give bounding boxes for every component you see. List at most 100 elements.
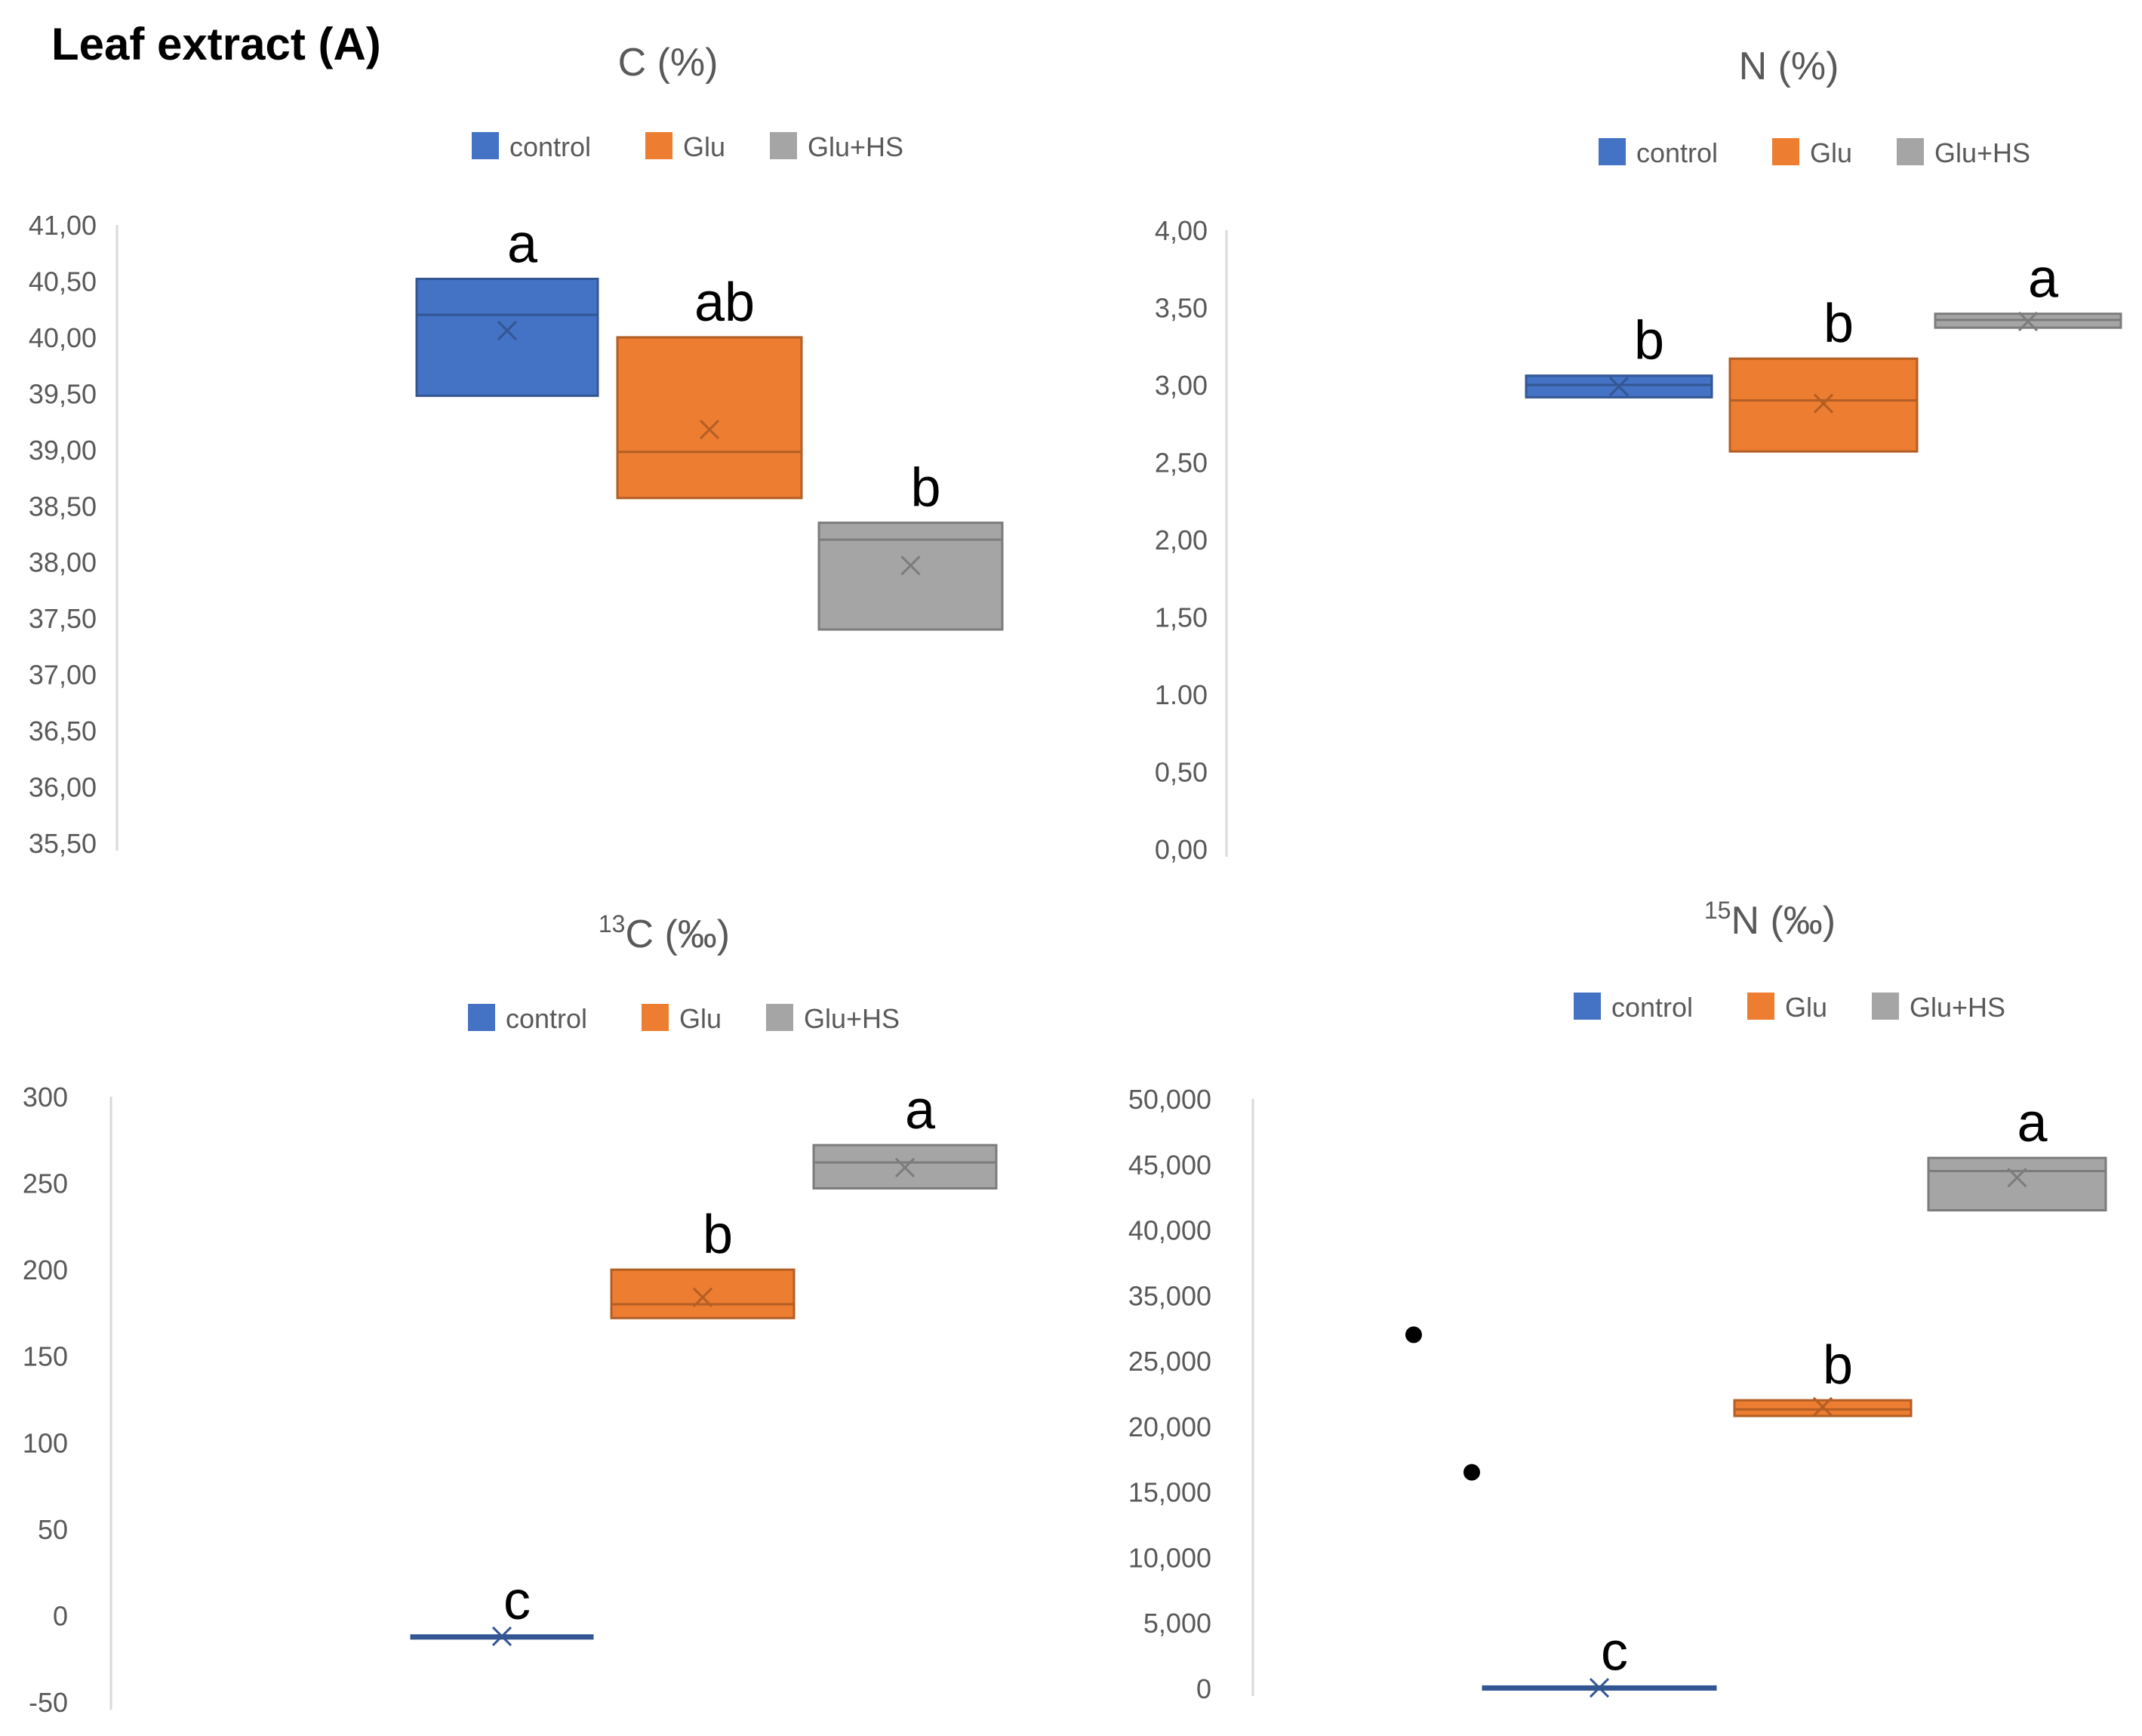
legend-swatch-glu-hs [766,1004,793,1031]
y-tick-label: 0 [53,1600,68,1631]
y-tick-label: 36,00 [29,772,97,803]
legend-label: Glu+HS [808,131,903,162]
legend-swatch-control [468,1004,495,1031]
y-tick-label: 38,50 [29,491,97,522]
mean-marker [1608,376,1630,397]
y-tick-label: 38,00 [29,547,97,578]
chart-n15-permil: 15N (‰) control Glu Glu+HS 0 5,000 10,000 15,00… [1128,897,2107,1704]
mean-marker [497,320,518,341]
chart-c-percent: C (%) control Glu Glu+HS 35,50 36,00 36,50 37,0… [29,41,1004,859]
y-tick-label: 50,000 [1128,1084,1211,1115]
mean-marker [1589,1678,1610,1698]
y-tick-label: 250 [23,1168,68,1199]
significance-letter: b [1823,294,1854,354]
significance-letter: a [905,1080,936,1140]
y-tick-label: 300 [23,1082,68,1113]
box-control [415,277,599,397]
legend-swatch-glu-hs [1897,138,1924,165]
chart-title-superscript: 13 [599,910,626,937]
chart-title-text: N (‰) [1731,899,1836,943]
chart-title: N (%) [1739,45,1839,88]
chart-title-text: C (‰) [625,913,730,956]
significance-letter: b [1823,1335,1853,1396]
chart-title: 15N (‰) [1704,897,1836,943]
y-tick-label: 0,00 [1155,834,1208,865]
legend-swatch-glu [645,132,672,159]
chart-n-percent: N (%) control Glu Glu+HS 0,00 0,50 1.00 1,50 2,0… [1155,45,2122,865]
y-tick-label: 0 [1196,1673,1211,1704]
y-tick-label: 40,50 [29,266,97,297]
legend-label: Glu [683,131,725,162]
y-tick-label: -50 [29,1687,68,1718]
y-tick-label: 10,000 [1128,1542,1211,1573]
mean-marker [900,556,921,576]
y-tick-label: 37,00 [29,660,97,691]
legend-label: Glu+HS [804,1003,900,1034]
mean-marker [699,419,720,440]
y-tick-label: 39,50 [29,378,97,409]
legend-label: Glu [1810,137,1852,168]
legend-label: control [1611,992,1693,1023]
y-tick-label: 1.00 [1155,679,1208,710]
legend-swatch-glu-hs [770,132,797,159]
legend-swatch-glu [642,1004,669,1031]
legend-swatch-control [1574,993,1601,1020]
y-tick-label: 35,50 [29,828,97,859]
legend-label: Glu [679,1003,722,1034]
significance-letter: b [703,1205,733,1265]
y-tick-label: 41,00 [29,210,97,241]
y-tick-label: 20,000 [1128,1411,1211,1442]
significance-letter: a [2028,249,2059,309]
outlier-point [1405,1326,1422,1344]
significance-letter: a [2017,1093,2048,1153]
box-glu-hs [1927,1156,2107,1212]
mean-marker [2007,1168,2027,1188]
legend-swatch-glu [1747,993,1774,1020]
y-tick-label: 45,000 [1128,1150,1211,1180]
y-tick-label: 2,50 [1155,448,1208,479]
mean-marker [491,1626,512,1646]
figure-title: Leaf extract (A) [51,19,381,69]
legend-swatch-glu [1772,138,1799,165]
legend-swatch-glu-hs [1872,993,1899,1020]
y-tick-label: 0,50 [1155,757,1208,788]
mean-marker [1813,393,1834,414]
box-glu [616,336,803,500]
y-tick-label: 50 [38,1514,68,1545]
y-tick-label: 100 [23,1427,68,1458]
y-tick-label: 25,000 [1128,1346,1211,1377]
chart-c13-permil: 13C (‰) control Glu Glu+HS -50 0 50 100 150 200 25… [23,910,998,1718]
chart-title: 13C (‰) [599,910,730,956]
y-tick-label: 4,00 [1155,215,1208,246]
y-tick-label: 200 [23,1254,68,1285]
chart-title: C (%) [618,41,719,85]
y-tick-label: 37,50 [29,603,97,634]
y-tick-label: 36,50 [29,716,97,746]
y-tick-label: 15,000 [1128,1477,1211,1508]
box-glu [610,1268,796,1319]
legend-label: control [1636,137,1718,168]
legend-label: Glu [1785,992,1827,1023]
y-tick-label: 5,000 [1143,1608,1211,1639]
y-tick-label: 2,00 [1155,525,1208,556]
legend-label: Glu+HS [1934,137,2030,168]
outlier-point [1463,1464,1480,1481]
y-tick-label: 39,00 [29,435,97,466]
y-tick-label: 3,00 [1155,370,1208,401]
legend-swatch-control [1599,138,1626,165]
mean-marker [1812,1396,1833,1417]
significance-letter: c [1601,1621,1628,1682]
y-tick-label: 40,000 [1128,1215,1211,1246]
mean-marker [2017,311,2039,332]
y-tick-label: 150 [23,1341,68,1372]
mean-marker [692,1287,713,1307]
legend-swatch-control [472,132,499,159]
y-tick-label: 35,000 [1128,1280,1211,1311]
legend-label: control [509,131,591,162]
chart-title-superscript: 15 [1704,897,1731,924]
y-tick-label: 1,50 [1155,602,1208,633]
y-tick-label: 40,00 [29,322,97,353]
significance-letter: c [503,1571,531,1631]
significance-letter: b [1634,311,1664,371]
mean-marker [894,1157,916,1178]
